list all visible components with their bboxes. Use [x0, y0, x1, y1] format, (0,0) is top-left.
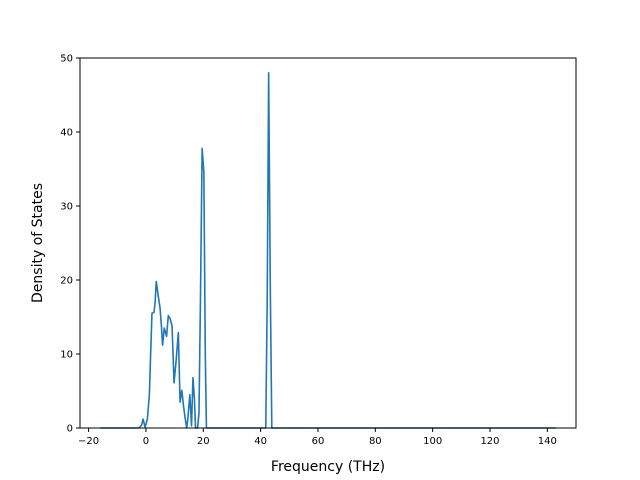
x-tick-label: 120: [480, 436, 499, 447]
y-tick-label: 40: [60, 128, 73, 139]
x-axis-label: Frequency (THz): [271, 459, 385, 475]
x-tick-label: 80: [369, 436, 382, 447]
x-tick-label: 140: [538, 436, 557, 447]
y-tick-label: 0: [67, 424, 73, 435]
plot-frame: [79, 57, 577, 429]
series-line: [100, 72, 556, 429]
x-tick-label: 20: [197, 436, 210, 447]
y-axis-ticks: 0 10 20 30 40 50: [60, 54, 80, 435]
series-layer: [100, 72, 556, 429]
y-tick-label: 30: [60, 202, 73, 213]
y-tick-label: 10: [60, 350, 73, 361]
y-tick-label: 20: [60, 276, 73, 287]
y-axis-label: Density of States: [30, 183, 46, 303]
x-tick-label: −20: [78, 436, 99, 447]
x-tick-label: 40: [254, 436, 267, 447]
x-tick-label: 100: [423, 436, 442, 447]
x-axis-ticks: −20 0 20 40 60 80 100 120 140: [78, 428, 557, 447]
plot-area-background: [80, 58, 576, 428]
x-tick-label: 0: [143, 436, 149, 447]
y-tick-label: 50: [60, 54, 73, 65]
x-tick-label: 60: [312, 436, 325, 447]
